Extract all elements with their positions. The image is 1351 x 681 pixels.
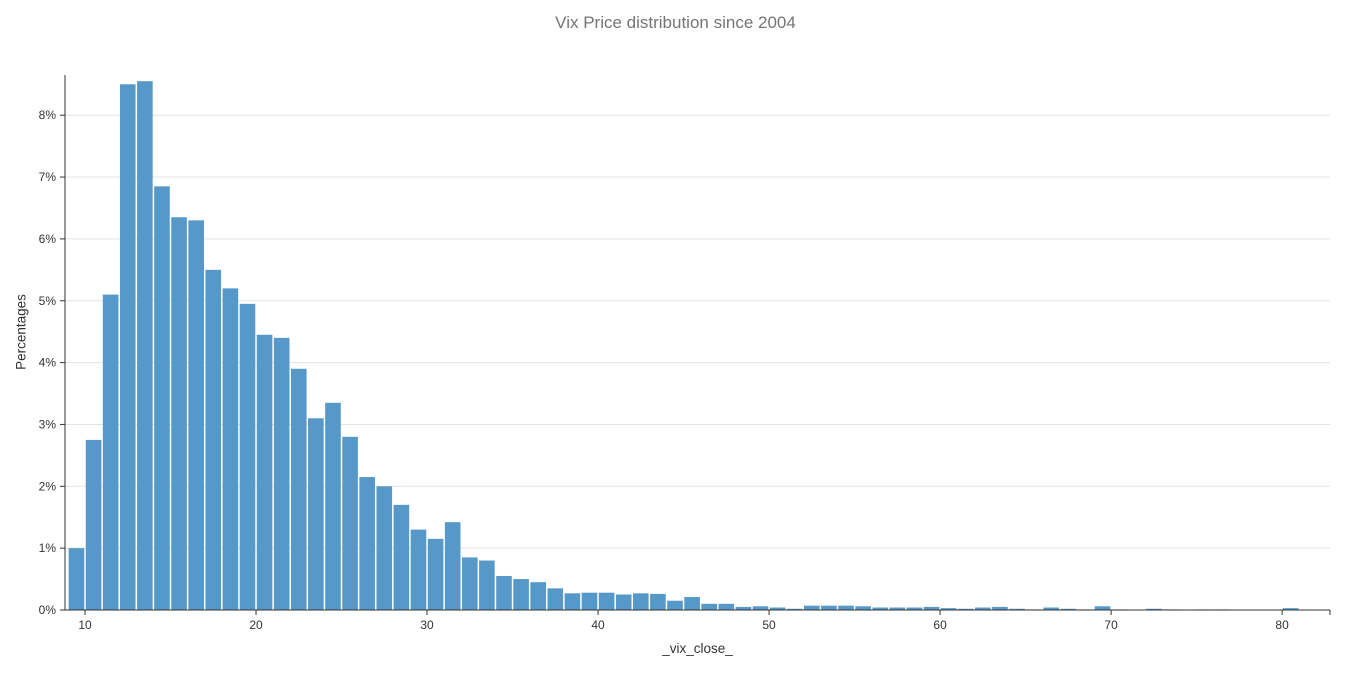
histogram-bar (975, 607, 991, 610)
histogram-bar (547, 588, 564, 610)
y-tick-label: 1% (39, 541, 57, 555)
histogram-bar (205, 269, 222, 610)
histogram-bar (273, 337, 290, 610)
histogram-bar (957, 608, 974, 610)
histogram-bar (940, 608, 957, 610)
histogram-bar (1060, 608, 1077, 610)
histogram-bar (530, 582, 546, 610)
histogram-bar (222, 288, 239, 610)
histogram-bar (137, 81, 153, 610)
histogram-bar (496, 575, 512, 610)
histogram-bar (701, 603, 718, 610)
histogram-bar (444, 522, 461, 610)
histogram-bar (992, 606, 1008, 610)
histogram-bar (735, 606, 752, 610)
histogram-bar (1009, 608, 1025, 610)
histogram-bar (804, 605, 820, 610)
histogram-bar (325, 402, 341, 610)
histogram-bar (650, 593, 666, 610)
histogram-bar (308, 418, 324, 610)
y-tick-label: 7% (39, 170, 57, 184)
x-tick-label: 80 (1275, 618, 1289, 632)
histogram-bar (461, 557, 478, 610)
y-tick-label: 8% (39, 108, 57, 122)
histogram-bar (427, 538, 444, 610)
histogram-bar (633, 593, 649, 610)
x-tick-label: 30 (420, 618, 434, 632)
histogram-bar (564, 593, 581, 610)
histogram-bar (479, 560, 495, 610)
x-tick-label: 60 (933, 618, 947, 632)
y-tick-label: 0% (39, 603, 57, 617)
histogram-bar (342, 436, 358, 610)
chart-title: Vix Price distribution since 2004 (555, 13, 796, 32)
x-tick-label: 10 (78, 618, 92, 632)
histogram-bar (855, 606, 871, 610)
histogram-bar (85, 439, 102, 610)
y-tick-label: 3% (39, 417, 57, 431)
x-tick-label: 70 (1104, 618, 1118, 632)
histogram-bar (581, 592, 598, 610)
histogram-bar (393, 504, 410, 610)
histogram-bar (923, 606, 940, 610)
histogram-bar (68, 548, 85, 610)
histogram-bar (667, 600, 683, 610)
x-axis-label: _vix_close_ (662, 641, 733, 656)
y-tick-label: 2% (39, 479, 57, 493)
histogram-bar (154, 186, 170, 611)
histogram-bar (188, 220, 204, 611)
x-tick-label: 50 (762, 618, 776, 632)
histogram-bar (769, 607, 786, 610)
y-tick-label: 6% (39, 232, 57, 246)
histogram-bar (1282, 608, 1299, 610)
histogram-bar (598, 592, 615, 610)
histogram-bar (615, 594, 632, 610)
histogram-bar (256, 334, 273, 610)
histogram-bar (889, 607, 906, 610)
histogram-bar (684, 597, 700, 610)
histogram-bar (752, 606, 769, 610)
x-tick-label: 40 (591, 618, 605, 632)
histogram-bar (410, 529, 427, 610)
histogram-bar (376, 486, 393, 610)
histogram-bar (290, 368, 307, 610)
y-tick-label: 4% (39, 356, 57, 370)
histogram-bar (718, 603, 735, 610)
y-tick-label: 5% (39, 294, 57, 308)
histogram-bar (906, 607, 923, 610)
histogram-bar (1043, 607, 1060, 610)
histogram-bar (359, 477, 375, 610)
histogram-bar (821, 605, 837, 610)
histogram-bar (1146, 608, 1162, 610)
histogram-bar (786, 608, 803, 610)
histogram-bar (239, 303, 256, 610)
histogram-bar (872, 607, 889, 610)
histogram-bar (513, 579, 529, 610)
histogram-bar (838, 605, 854, 610)
histogram-bar (1094, 606, 1111, 610)
histogram-bar (171, 217, 187, 610)
histogram-bar (102, 294, 119, 610)
histogram-bar (119, 84, 136, 610)
x-tick-label: 20 (249, 618, 263, 632)
